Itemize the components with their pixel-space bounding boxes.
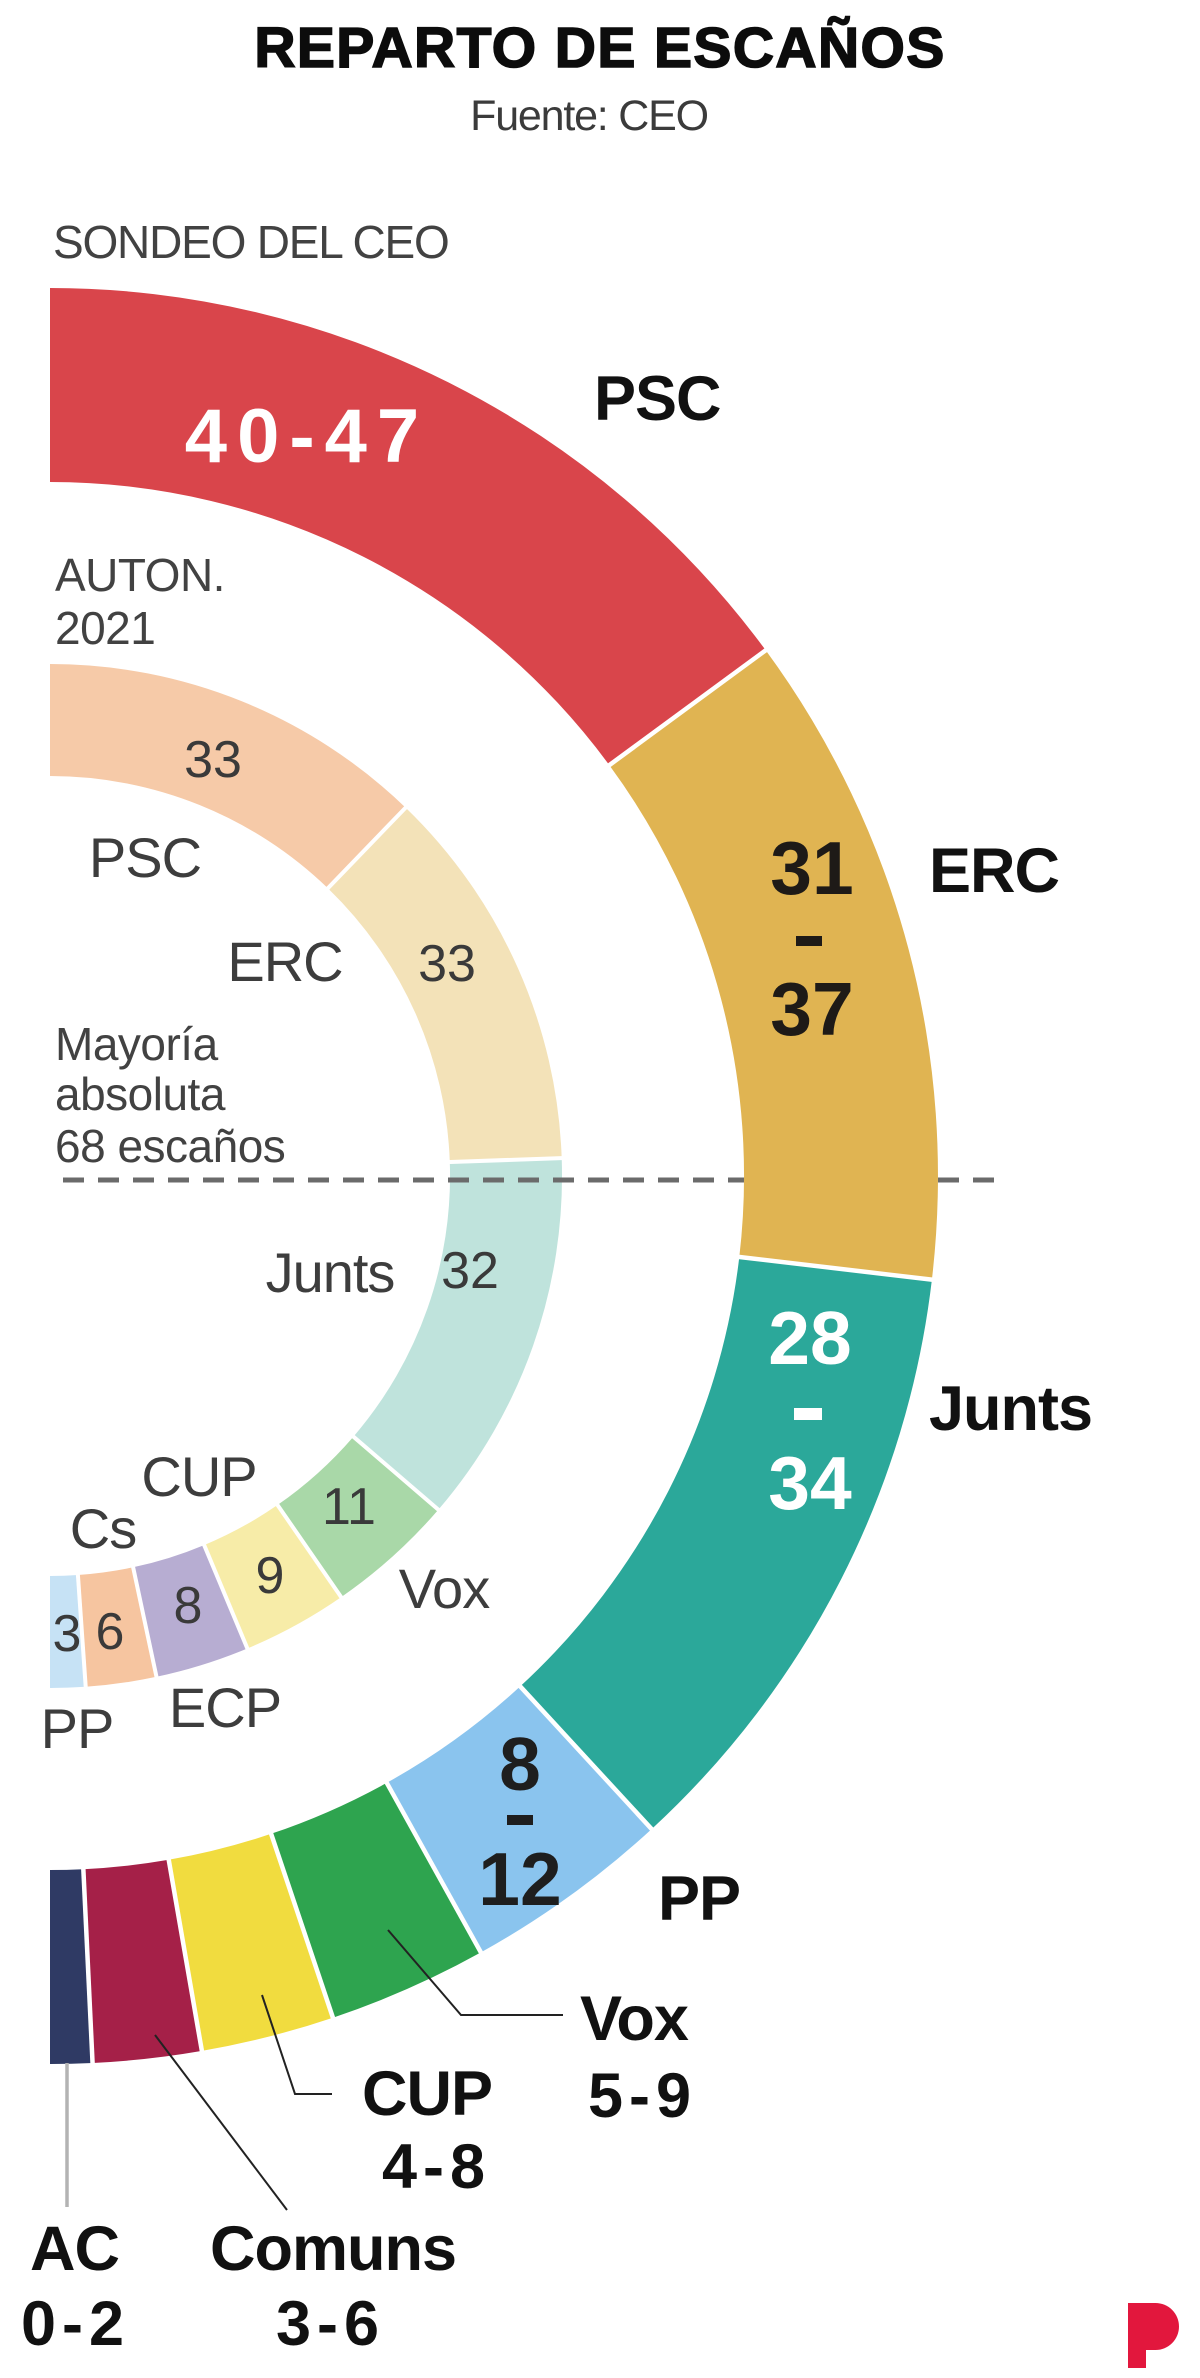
svg-text:Junts: Junts (266, 1241, 395, 1304)
svg-text:Cs: Cs (70, 1497, 136, 1560)
svg-text:PP: PP (41, 1697, 114, 1760)
svg-text:Mayoría: Mayoría (55, 1018, 219, 1070)
svg-text:Junts: Junts (929, 1374, 1092, 1444)
svg-text:9: 9 (256, 1547, 285, 1605)
svg-text:4-8: 4-8 (382, 2132, 491, 2202)
svg-text:3: 3 (53, 1605, 82, 1663)
svg-text:40-47: 40-47 (185, 394, 429, 479)
svg-text:CUP: CUP (362, 2059, 492, 2129)
svg-text:37: 37 (770, 967, 853, 1051)
svg-text:PSC: PSC (594, 364, 721, 434)
svg-text:ERC: ERC (929, 836, 1059, 906)
svg-text:34: 34 (768, 1441, 852, 1525)
svg-text:Vox: Vox (580, 1984, 689, 2054)
svg-text:8: 8 (174, 1577, 203, 1635)
svg-text:31: 31 (770, 826, 853, 910)
svg-text:5-9: 5-9 (588, 2061, 697, 2131)
svg-text:6: 6 (96, 1603, 125, 1661)
svg-text:ERC: ERC (227, 930, 342, 993)
svg-text:REPARTO DE ESCAÑOS: REPARTO DE ESCAÑOS (254, 16, 945, 80)
svg-text:ECP: ECP (169, 1676, 281, 1739)
svg-text:absoluta: absoluta (55, 1068, 226, 1120)
svg-text:28: 28 (768, 1296, 851, 1380)
svg-text:Fuente: CEO: Fuente: CEO (470, 92, 708, 140)
svg-text:11: 11 (322, 1478, 376, 1536)
svg-text:3-6: 3-6 (276, 2289, 385, 2359)
svg-text:2021: 2021 (55, 602, 155, 654)
svg-text:CUP: CUP (141, 1445, 256, 1508)
svg-text:8: 8 (499, 1722, 541, 1806)
svg-text:68 escaños: 68 escaños (55, 1120, 285, 1172)
svg-text:PSC: PSC (89, 826, 201, 889)
svg-text:PP: PP (658, 1864, 740, 1934)
svg-text:SONDEO DEL CEO: SONDEO DEL CEO (53, 216, 449, 268)
svg-text:12: 12 (478, 1837, 561, 1921)
svg-text:Vox: Vox (399, 1557, 490, 1620)
svg-text:AUTON.: AUTON. (55, 549, 225, 601)
svg-text:32: 32 (441, 1242, 499, 1300)
svg-text:Comuns: Comuns (210, 2214, 456, 2284)
svg-text:33: 33 (184, 731, 242, 789)
svg-text:33: 33 (418, 935, 476, 993)
svg-text:AC: AC (30, 2214, 119, 2284)
svg-text:0-2: 0-2 (21, 2289, 130, 2359)
